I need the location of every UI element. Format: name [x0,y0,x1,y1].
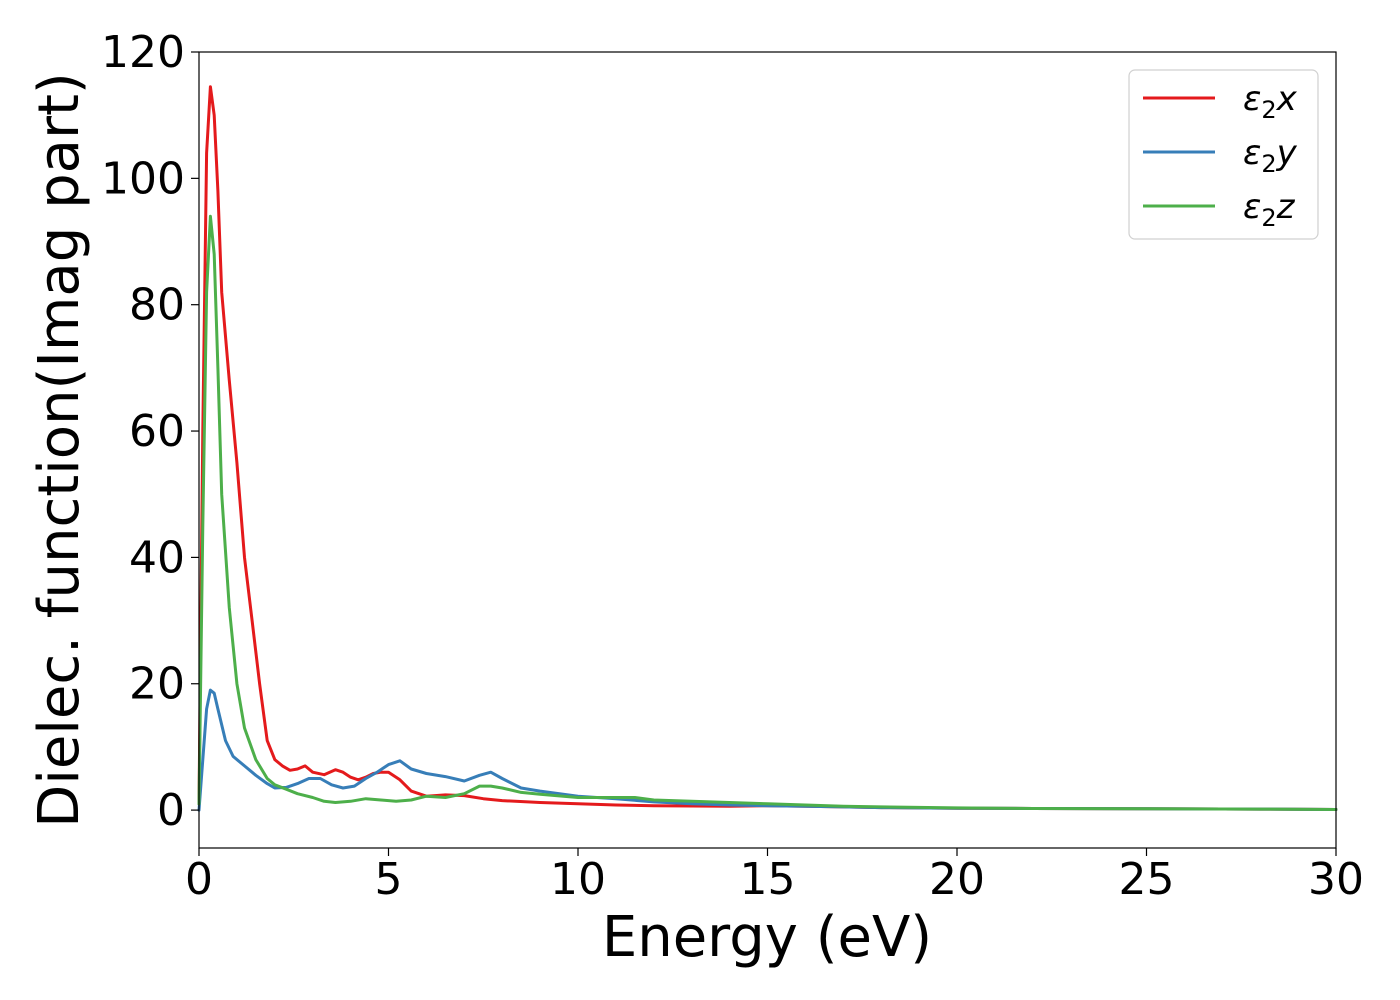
x-tick-label: 10 [550,854,606,905]
y-axis-label: Dielec. function(Imag part) [27,72,92,828]
y-tick-label: 20 [129,659,185,710]
plot-lines [197,85,1338,812]
y-tick-label: 40 [129,532,185,583]
x-tick-label: 30 [1308,854,1364,905]
series-line-y [197,688,1338,812]
series-line-z [197,214,1338,811]
y-axis-ticks: 0 20 40 60 80 100 120 [101,27,199,836]
y-tick-label: 60 [129,406,185,457]
y-tick-label: 80 [129,280,185,331]
x-axis-label: Energy (eV) [602,905,932,970]
x-tick-label: 25 [1119,854,1175,905]
x-tick-label: 0 [185,854,213,905]
y-tick-label: 120 [101,27,185,78]
x-tick-label: 15 [740,854,796,905]
legend-label-x: ε2x [1243,79,1298,124]
legend-frame [1128,69,1319,240]
x-tick-label: 5 [375,854,403,905]
legend-label-z: ε2z [1243,187,1296,232]
legend-label-y: ε2y [1243,133,1298,178]
x-tick-label: 20 [929,854,985,905]
y-tick-label: 100 [101,153,185,204]
x-axis-ticks: 0 5 10 15 20 25 30 [185,848,1364,905]
y-tick-label: 0 [157,785,185,836]
legend: ε2x ε2y ε2z [1128,69,1319,240]
